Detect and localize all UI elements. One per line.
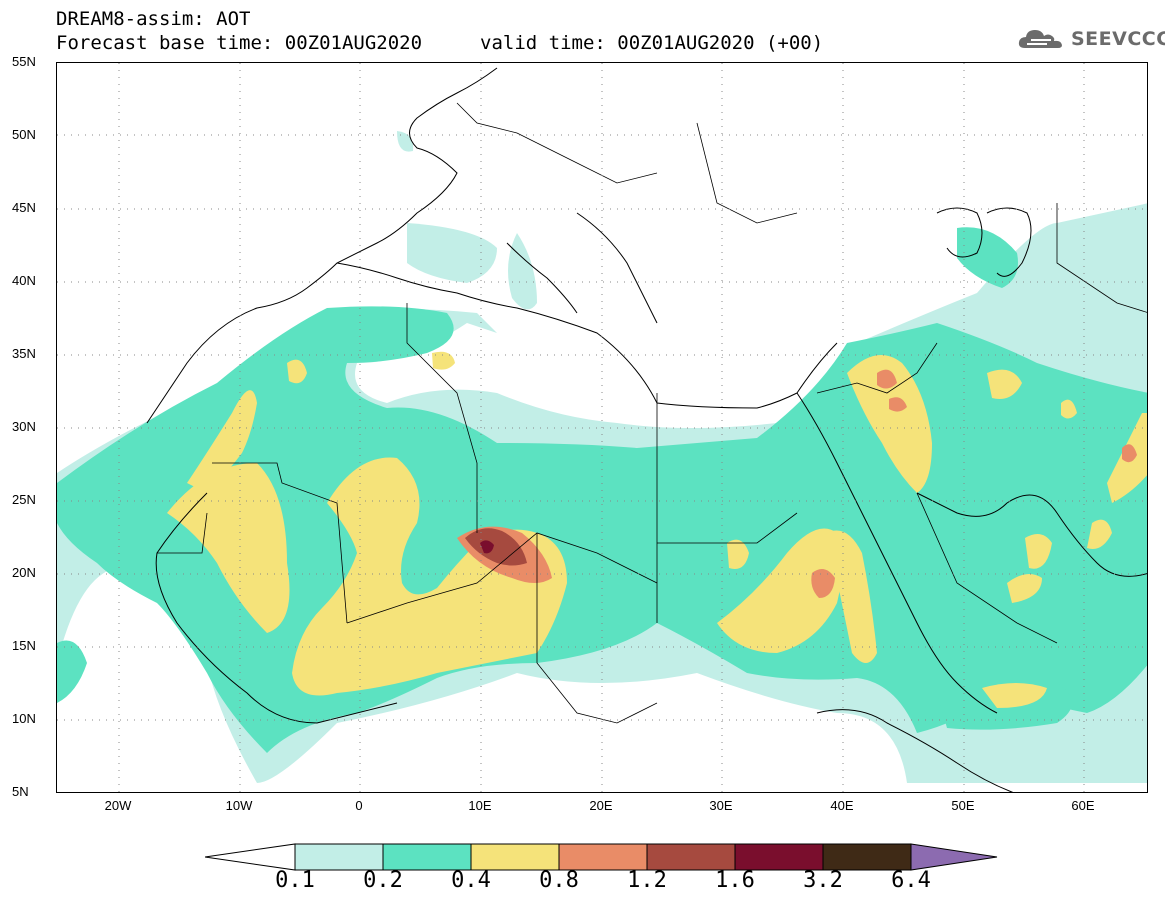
lat-label: 20N <box>12 565 36 580</box>
aot-map <box>57 63 1147 792</box>
lat-label: 5N <box>12 784 29 799</box>
lon-label: 60E <box>1071 798 1095 813</box>
lon-label: 30E <box>709 798 733 813</box>
colorbar-bin <box>734 843 824 871</box>
lat-label: 25N <box>12 492 36 507</box>
aot-level-1.6 <box>480 540 494 554</box>
graticule <box>57 63 1147 792</box>
lon-label: 0 <box>355 798 363 813</box>
lat-label: 45N <box>12 200 36 215</box>
lat-label: 15N <box>12 638 36 653</box>
logo-text: SEEVCCC <box>1071 28 1165 50</box>
lat-label: 35N <box>12 346 36 361</box>
colorbar-bin <box>646 843 736 871</box>
colorbar-label: 0.8 <box>539 868 579 893</box>
map-panel <box>56 62 1148 793</box>
cloud-icon <box>1018 30 1062 48</box>
colorbar-label: 1.2 <box>627 868 667 893</box>
colorbar-bin <box>822 843 912 871</box>
seevccc-logo: SEEVCCC <box>1017 26 1165 52</box>
colorbar-bin <box>470 843 560 871</box>
aot-level-0.4 <box>167 351 1147 708</box>
forecast-base-time: Forecast base time: 00Z01AUG2020 <box>56 32 423 54</box>
lon-label: 50E <box>951 798 975 813</box>
colorbar <box>205 843 998 871</box>
lon-label: 40E <box>830 798 854 813</box>
colorbar-over-arrow <box>910 843 998 871</box>
coastlines <box>146 67 1147 792</box>
colorbar-label: 1.6 <box>715 868 755 893</box>
colorbar-bin <box>558 843 648 871</box>
colorbar-label: 0.4 <box>451 868 491 893</box>
colorbar-bin <box>382 843 472 871</box>
colorbar-under-arrow <box>205 843 296 871</box>
lat-label: 30N <box>12 419 36 434</box>
lon-label: 20E <box>589 798 613 813</box>
lon-label: 20W <box>104 798 132 813</box>
lon-label: 10W <box>225 798 253 813</box>
map-title: DREAM8-assim: AOT <box>56 8 251 30</box>
lat-label: 10N <box>12 711 36 726</box>
colorbar-label: 3.2 <box>803 868 843 893</box>
colorbar-bin <box>294 843 384 871</box>
country-borders <box>157 102 1147 724</box>
aot-level-1.2 <box>465 528 527 566</box>
colorbar-label: 6.4 <box>891 868 931 893</box>
lat-label: 50N <box>12 127 36 142</box>
lat-label: 55N <box>12 54 36 69</box>
lon-label: 10E <box>468 798 492 813</box>
colorbar-label: 0.2 <box>363 868 403 893</box>
valid-time: valid time: 00Z01AUG2020 (+00) <box>480 32 824 54</box>
lat-label: 40N <box>12 273 36 288</box>
colorbar-label: 0.1 <box>275 868 315 893</box>
